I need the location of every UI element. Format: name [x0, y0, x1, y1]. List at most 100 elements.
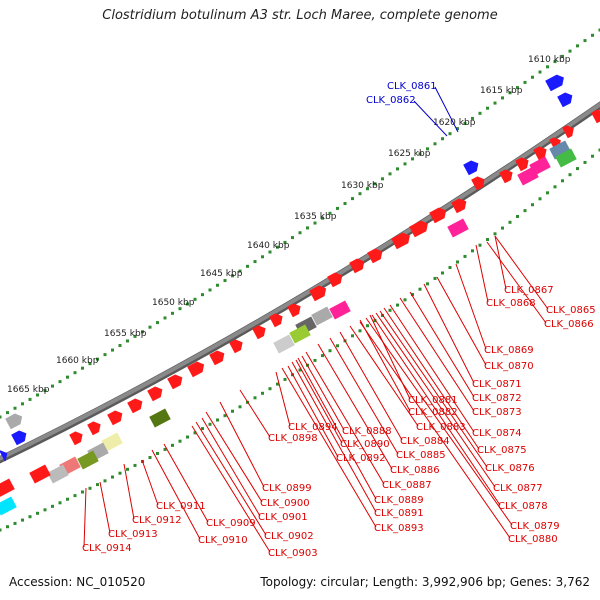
reverse-gene-label[interactable]: CLK_0865 [546, 305, 596, 316]
forward-gene-arrow[interactable] [187, 359, 207, 378]
reverse-gene-block[interactable] [549, 140, 571, 160]
reverse-gene-label[interactable]: CLK_0872 [472, 393, 522, 404]
reverse-gene-label[interactable]: CLK_0876 [485, 463, 535, 474]
reverse-gene-block[interactable] [555, 148, 577, 168]
reverse-gene-block[interactable] [0, 496, 17, 516]
forward-gene-label[interactable]: CLK_0862 [366, 95, 416, 106]
reverse-gene-block[interactable] [329, 300, 351, 320]
forward-gene-arrow[interactable] [309, 283, 329, 302]
reverse-gene-label[interactable]: CLK_0903 [268, 548, 318, 559]
forward-gene-arrow[interactable] [391, 230, 413, 250]
reverse-gene-label[interactable]: CLK_0899 [262, 483, 312, 494]
forward-gene-arrow[interactable] [429, 205, 449, 224]
reverse-gene-label[interactable]: CLK_0873 [472, 407, 522, 418]
reverse-gene-block[interactable] [311, 306, 333, 326]
inner-ruler-tick [13, 521, 17, 525]
inner-ruler-tick [6, 525, 9, 529]
forward-gene-arrow[interactable] [515, 155, 531, 172]
reverse-gene-label[interactable]: CLK_0871 [472, 379, 522, 390]
reverse-gene-label[interactable]: CLK_0901 [258, 512, 308, 523]
forward-gene-arrow[interactable] [327, 270, 345, 288]
ruler-tick [336, 206, 339, 210]
forward-gene-label[interactable]: CLK_0861 [387, 81, 437, 92]
forward-gene-arrow[interactable] [5, 411, 25, 430]
reverse-gene-label[interactable]: CLK_0892 [336, 453, 386, 464]
forward-gene-arrow[interactable] [533, 144, 549, 161]
forward-gene-arrow[interactable] [545, 72, 567, 92]
reverse-gene-label[interactable]: CLK_0878 [498, 501, 548, 512]
reverse-gene-label[interactable]: CLK_0870 [484, 361, 534, 372]
reverse-gene-label[interactable]: CLK_0909 [206, 518, 256, 529]
reverse-gene-label[interactable]: CLK_0881 [408, 395, 458, 406]
reverse-gene-label[interactable]: CLK_0902 [264, 531, 314, 542]
reverse-gene-label[interactable]: CLK_0882 [408, 407, 458, 418]
forward-gene-arrow[interactable] [87, 419, 103, 436]
reverse-gene-block[interactable] [47, 464, 69, 484]
forward-gene-arrow[interactable] [127, 396, 145, 414]
forward-gene-arrow[interactable] [252, 323, 268, 340]
reverse-gene-block[interactable] [0, 478, 15, 498]
reverse-gene-label[interactable]: CLK_0888 [342, 426, 392, 437]
forward-gene-arrow[interactable] [287, 301, 303, 318]
reverse-gene-label[interactable]: CLK_0911 [156, 501, 206, 512]
reverse-gene-label[interactable]: CLK_0900 [260, 498, 310, 509]
reverse-gene-label[interactable]: CLK_0869 [484, 345, 534, 356]
reverse-gene-label[interactable]: CLK_0891 [374, 508, 424, 519]
forward-gene-arrow[interactable] [0, 448, 10, 462]
forward-gene-arrow[interactable] [409, 218, 431, 238]
reverse-gene-label[interactable]: CLK_0886 [390, 465, 440, 476]
forward-gene-arrow[interactable] [147, 384, 165, 402]
reverse-gene-label[interactable]: CLK_0898 [268, 433, 318, 444]
forward-gene-arrow[interactable] [562, 123, 576, 139]
ruler-tick [358, 192, 362, 196]
reverse-gene-label[interactable]: CLK_0879 [510, 521, 560, 532]
reverse-gene-label[interactable]: CLK_0884 [400, 436, 450, 447]
reverse-gene-label[interactable]: CLK_0874 [472, 428, 522, 439]
reverse-gene-label[interactable]: CLK_0866 [544, 319, 594, 330]
reverse-gene-label[interactable]: CLK_0868 [486, 298, 536, 309]
forward-gene-arrow[interactable] [591, 107, 600, 124]
forward-gene-arrow[interactable] [471, 174, 487, 191]
reverse-gene-label[interactable]: CLK_0914 [82, 543, 132, 554]
reverse-gene-block[interactable] [101, 432, 123, 452]
reverse-gene-block[interactable] [517, 166, 539, 186]
reverse-gene-label[interactable]: CLK_0910 [198, 535, 248, 546]
reverse-gene-block[interactable] [77, 450, 99, 470]
ruler-tick [81, 366, 84, 370]
reverse-gene-label[interactable]: CLK_0889 [374, 495, 424, 506]
reverse-gene-block[interactable] [29, 464, 51, 484]
forward-gene-arrow[interactable] [367, 246, 385, 264]
forward-gene-arrow[interactable] [499, 167, 515, 184]
reverse-gene-block[interactable] [273, 334, 295, 354]
forward-gene-arrow[interactable] [349, 256, 367, 274]
reverse-label-leader [486, 241, 547, 324]
reverse-gene-block[interactable] [149, 408, 171, 428]
forward-gene-arrow[interactable] [167, 372, 185, 390]
forward-gene-arrow[interactable] [11, 428, 29, 446]
reverse-gene-label[interactable]: CLK_0883 [416, 422, 466, 433]
forward-gene-arrow[interactable] [69, 429, 85, 446]
forward-gene-arrow[interactable] [107, 408, 125, 426]
reverse-gene-label[interactable]: CLK_0887 [382, 480, 432, 491]
reverse-gene-label[interactable]: CLK_0867 [504, 285, 554, 296]
inner-ruler-tick [88, 486, 92, 490]
reverse-gene-label[interactable]: CLK_0880 [508, 534, 558, 545]
reverse-gene-block[interactable] [447, 218, 469, 238]
forward-gene-arrow[interactable] [269, 311, 285, 328]
forward-gene-arrow[interactable] [463, 158, 481, 176]
forward-gene-arrow[interactable] [451, 196, 469, 214]
reverse-label-leader [389, 304, 475, 433]
reverse-gene-label[interactable]: CLK_0890 [340, 439, 390, 450]
reverse-gene-label[interactable]: CLK_0885 [396, 450, 446, 461]
reverse-gene-label[interactable]: CLK_0912 [132, 515, 182, 526]
reverse-gene-label[interactable]: CLK_0893 [374, 523, 424, 534]
reverse-gene-label[interactable]: CLK_0875 [477, 445, 527, 456]
inner-ruler-tick [58, 501, 62, 505]
reverse-gene-label[interactable]: CLK_0894 [288, 422, 338, 433]
reverse-gene-label[interactable]: CLK_0877 [493, 483, 543, 494]
reverse-gene-block[interactable] [289, 324, 311, 344]
forward-gene-arrow[interactable] [557, 90, 575, 108]
forward-gene-arrow[interactable] [209, 348, 227, 366]
forward-gene-arrow[interactable] [229, 337, 245, 354]
reverse-gene-label[interactable]: CLK_0913 [108, 529, 158, 540]
